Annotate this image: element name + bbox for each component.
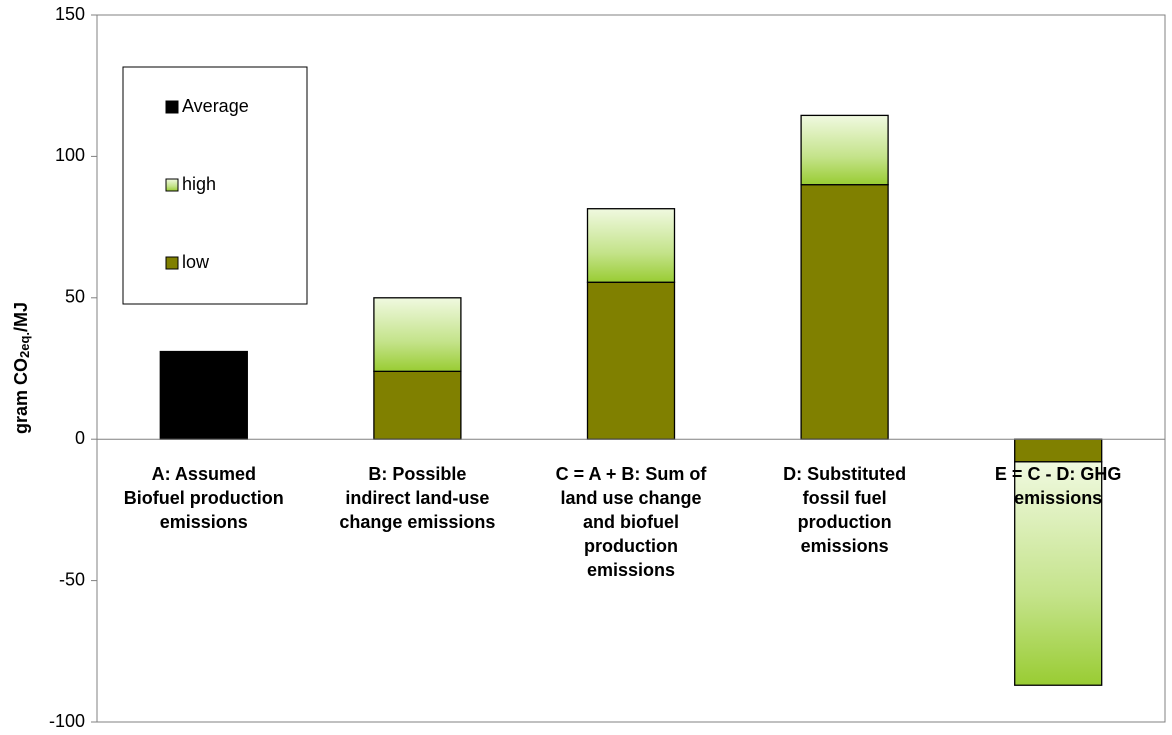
bar-segment — [586, 208, 676, 283]
y-label-sub: 2eq. — [17, 332, 32, 358]
bar-segment — [159, 350, 248, 440]
y-tick-label: -100 — [49, 711, 85, 731]
x-tick-label: B: Possible indirect land-use change emi… — [339, 464, 496, 533]
legend — [122, 66, 308, 305]
bar-segment — [800, 114, 889, 186]
y-label-part: gram CO — [11, 358, 31, 434]
bar-segment — [800, 184, 889, 440]
y-tick-label: -50 — [59, 569, 85, 589]
legend-swatch — [165, 100, 179, 114]
y-tick-label: 150 — [55, 4, 85, 24]
legend-label: low — [182, 252, 210, 272]
y-label-part: /MJ — [11, 302, 31, 332]
legend-label: Average — [182, 96, 249, 116]
bar-segment — [1014, 438, 1103, 463]
y-tick-label: 50 — [65, 287, 85, 307]
legend-swatch — [165, 178, 179, 192]
x-tick-label: C = A + B: Sum of land use change and bi… — [555, 464, 707, 581]
bar-segment — [586, 281, 676, 440]
legend-swatch — [165, 256, 179, 270]
x-tick-label: E = C - D: GHG emissions — [994, 464, 1122, 509]
y-tick-label: 100 — [55, 145, 85, 165]
bar-segment — [373, 370, 462, 440]
y-tick-label: 0 — [75, 428, 85, 448]
y-axis-title: gram CO2eq./MJ — [11, 302, 33, 434]
legend-label: high — [182, 174, 216, 194]
x-tick-label: D: Substituted fossil fuel production em… — [783, 464, 907, 557]
bar-segment — [1014, 461, 1103, 686]
x-tick-label: A: Assumed Biofuel production emissions — [123, 464, 284, 533]
bar-segment — [373, 297, 462, 372]
